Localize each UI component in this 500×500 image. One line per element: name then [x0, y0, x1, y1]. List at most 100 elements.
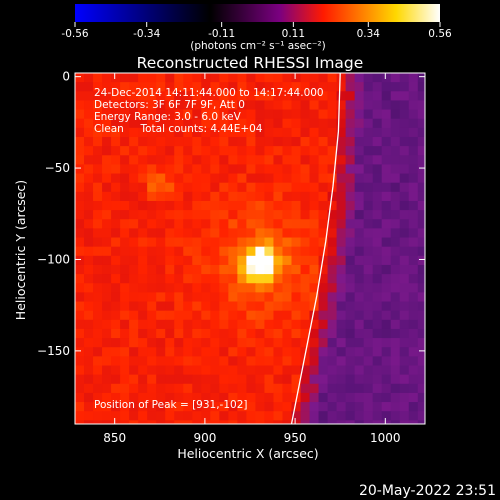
heatmap-cell — [417, 255, 425, 266]
heatmap-cell — [102, 82, 112, 92]
heatmap-cell — [183, 200, 193, 211]
heatmap-cell — [84, 146, 94, 156]
heatmap-cell — [165, 173, 175, 184]
heatmap-cell — [372, 73, 383, 83]
heatmap-cell — [201, 191, 211, 202]
heatmap-cell — [84, 118, 94, 129]
heatmap-cell — [129, 82, 139, 92]
heatmap-cell — [138, 146, 148, 156]
heatmap-cell — [255, 136, 266, 147]
heatmap-cell — [309, 118, 320, 129]
heatmap-cell — [84, 374, 94, 385]
heatmap-cell — [138, 292, 148, 303]
heatmap-cell — [255, 328, 266, 339]
heatmap-cell — [111, 255, 121, 266]
heatmap-cell — [417, 365, 425, 376]
heatmap-cell — [300, 118, 311, 129]
heatmap-cell — [363, 402, 374, 412]
heatmap-cell — [300, 237, 311, 248]
heatmap-cell — [291, 118, 302, 129]
heatmap-cell — [336, 173, 347, 184]
heatmap-cell — [408, 210, 419, 220]
heatmap-cell — [210, 319, 220, 330]
heatmap-cell — [354, 283, 365, 293]
colorbar-tick-label: 0.11 — [282, 28, 305, 40]
heatmap-cell — [192, 310, 202, 321]
heatmap-cell — [75, 255, 85, 266]
heatmap-cell — [372, 365, 383, 376]
heatmap-cell — [273, 310, 284, 321]
heatmap-cell — [300, 255, 311, 266]
heatmap-cell — [237, 301, 247, 312]
heatmap-cell — [84, 347, 94, 357]
heatmap-cell — [237, 237, 247, 248]
heatmap-cell — [399, 182, 410, 193]
heatmap-cell — [363, 91, 374, 102]
heatmap-cell — [165, 392, 175, 403]
heatmap-cell — [156, 228, 166, 239]
heatmap-cell — [156, 292, 166, 303]
heatmap-cell — [138, 283, 148, 293]
heatmap-cell — [210, 301, 220, 312]
heatmap-cell — [165, 228, 175, 239]
heatmap-cell — [300, 109, 311, 120]
heatmap-cell — [219, 310, 229, 321]
heatmap-cell — [345, 173, 356, 184]
heatmap-cell — [408, 411, 419, 421]
heatmap-cell — [129, 237, 139, 248]
heatmap-cell — [102, 118, 112, 129]
heatmap-cell — [147, 191, 157, 202]
heatmap-cell — [264, 146, 275, 156]
heatmap-cell — [156, 109, 166, 120]
heatmap-cell — [390, 146, 401, 156]
heatmap-cell — [120, 191, 130, 202]
heatmap-cell — [174, 392, 184, 403]
heatmap-cell — [336, 402, 347, 412]
heatmap-cell — [138, 82, 148, 92]
heatmap-cell — [345, 274, 356, 284]
heatmap-cell — [255, 283, 266, 293]
heatmap-cell — [237, 274, 247, 284]
heatmap-cell — [102, 136, 112, 147]
heatmap-cell — [174, 292, 184, 303]
heatmap-cell — [165, 155, 175, 166]
heatmap-cell — [201, 82, 211, 92]
heatmap-cell — [354, 219, 365, 229]
heatmap-cell — [354, 420, 365, 424]
heatmap-cell — [381, 210, 392, 220]
heatmap-cell — [192, 210, 202, 220]
heatmap-cell — [93, 383, 103, 394]
heatmap-cell — [372, 356, 383, 367]
heatmap-cell — [201, 301, 211, 312]
heatmap-cell — [264, 365, 275, 376]
heatmap-cell — [408, 392, 419, 403]
heatmap-cell — [291, 420, 302, 424]
heatmap-cell — [390, 392, 401, 403]
heatmap-cell — [264, 237, 275, 248]
heatmap-cell — [120, 420, 130, 424]
heatmap-cell — [273, 82, 284, 92]
heatmap-cell — [192, 283, 202, 293]
heatmap-cell — [237, 420, 247, 424]
heatmap-cell — [210, 82, 220, 92]
heatmap-cell — [327, 82, 338, 92]
heatmap-cell — [246, 136, 257, 147]
heatmap-cell — [201, 356, 211, 367]
heatmap-cell — [318, 109, 329, 120]
heatmap-cell — [237, 328, 247, 339]
heatmap-cell — [363, 310, 374, 321]
heatmap-cell — [102, 402, 112, 412]
heatmap-cell — [399, 82, 410, 92]
heatmap-cell — [318, 173, 329, 184]
heatmap-cell — [237, 164, 247, 175]
heatmap-cell — [390, 255, 401, 266]
heatmap-cell — [237, 411, 247, 421]
heatmap-cell — [129, 301, 139, 312]
heatmap-cell — [309, 264, 320, 275]
heatmap-cell — [156, 383, 166, 394]
heatmap-cell — [129, 73, 139, 83]
heatmap-cell — [417, 155, 425, 166]
heatmap-cell — [300, 356, 311, 367]
heatmap-cell — [147, 182, 157, 193]
heatmap-cell — [129, 310, 139, 321]
